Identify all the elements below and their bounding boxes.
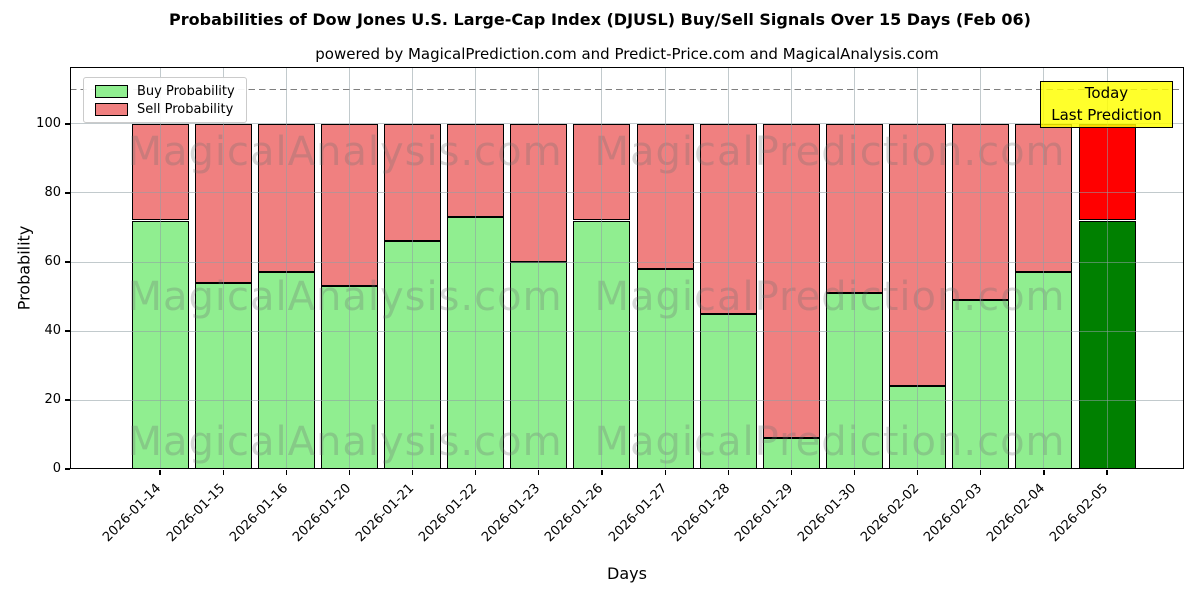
y-tick-label: 20 [44,392,61,407]
x-tick-mark [917,470,919,475]
x-tick-label: 2026-02-05 [1047,481,1112,546]
x-tick-mark [159,470,161,475]
y-axis-label: Probability [14,225,34,311]
watermark-text: MagicalPrediction.com [594,274,1066,320]
horizontal-gridline [70,123,1184,125]
legend-item: Buy Probability [86,82,244,100]
x-tick-label: 2026-01-28 [668,481,733,546]
vertical-gridline [854,67,855,469]
x-tick-mark [348,470,351,475]
x-tick-label: 2026-01-26 [542,481,607,546]
x-tick-label: 2026-01-27 [605,481,670,546]
x-tick-label: 2026-01-14 [100,481,165,546]
vertical-gridline [601,67,603,469]
legend-item-label: Buy Probability [137,83,235,99]
vertical-gridline [475,67,477,469]
x-tick-label: 2026-01-22 [416,481,481,546]
vertical-gridline [1043,67,1045,469]
x-tick-mark [285,470,287,475]
legend-buy-swatch [95,84,128,98]
watermark-text: MagicalAnalysis.com [127,129,563,175]
x-tick-mark [853,470,856,475]
x-tick-mark [980,470,982,475]
y-tick-label: 80 [44,184,61,200]
x-tick-label: 2026-01-30 [795,481,860,546]
horizontal-gridline [70,330,1184,332]
watermark-text: MagicalAnalysis.com [127,419,563,465]
dashed-threshold-line [70,88,1184,91]
x-tick-label: 2026-01-21 [353,481,418,546]
legend-sell-swatch [95,102,128,116]
vertical-gridline [664,67,666,469]
watermark-text: MagicalAnalysis.com [127,274,563,320]
y-tick-label: 60 [44,254,61,269]
horizontal-gridline [70,192,1184,194]
x-tick-mark [411,470,414,475]
chart-title: Probabilities of Dow Jones U.S. Large-Ca… [169,10,1031,29]
chart-subtitle: powered by MagicalPrediction.com and Pre… [315,45,939,63]
vertical-gridline [1106,67,1108,469]
legend-item-label: Sell Probability [137,101,234,117]
today-annotation-box: Today Last Prediction [1040,81,1173,128]
x-tick-mark [727,470,729,475]
x-tick-label: 2026-01-20 [289,481,355,546]
y-tick-mark [65,468,70,470]
y-tick-mark [65,123,70,125]
vertical-gridline [348,67,350,469]
x-tick-mark [1043,470,1045,475]
x-tick-mark [1106,470,1108,475]
y-tick-label: 0 [52,461,61,476]
x-tick-label: 2026-01-15 [163,481,228,546]
x-tick-mark [475,470,477,475]
annotation-line-1: Today [1084,84,1129,102]
vertical-gridline [538,67,540,469]
x-tick-mark [538,470,540,475]
vertical-gridline [727,67,729,469]
vertical-gridline [980,67,982,469]
vertical-gridline [159,67,161,469]
x-tick-label: 2026-02-02 [858,481,923,546]
x-tick-label: 2026-01-16 [226,481,291,546]
watermark-text: MagicalPrediction.com [594,129,1066,175]
vertical-gridline [917,67,919,469]
horizontal-gridline [70,261,1184,263]
annotation-line-2: Last Prediction [1051,105,1162,124]
x-tick-label: 2026-01-29 [731,481,796,546]
vertical-gridline [222,67,224,469]
x-tick-mark [790,470,792,475]
y-tick-label: 100 [36,115,61,131]
x-tick-mark [601,470,603,475]
vertical-gridline [285,67,287,469]
legend: Buy Probability Sell Probability [83,77,247,123]
x-tick-label: 2026-01-23 [479,481,544,546]
watermark-text: MagicalPrediction.com [594,419,1066,465]
x-tick-mark [664,470,666,475]
x-axis-label: Days [607,564,647,583]
vertical-gridline [412,67,413,469]
y-tick-mark [65,399,70,401]
x-tick-label: 2026-02-04 [984,481,1049,546]
x-tick-mark [222,470,224,475]
y-tick-label: 40 [44,323,61,338]
legend-item: Sell Probability [86,100,244,118]
y-tick-mark [65,330,70,332]
y-tick-mark [65,192,70,194]
y-tick-mark [65,261,70,263]
vertical-gridline [790,67,792,469]
x-tick-label: 2026-02-03 [921,481,986,546]
horizontal-gridline [70,399,1184,401]
